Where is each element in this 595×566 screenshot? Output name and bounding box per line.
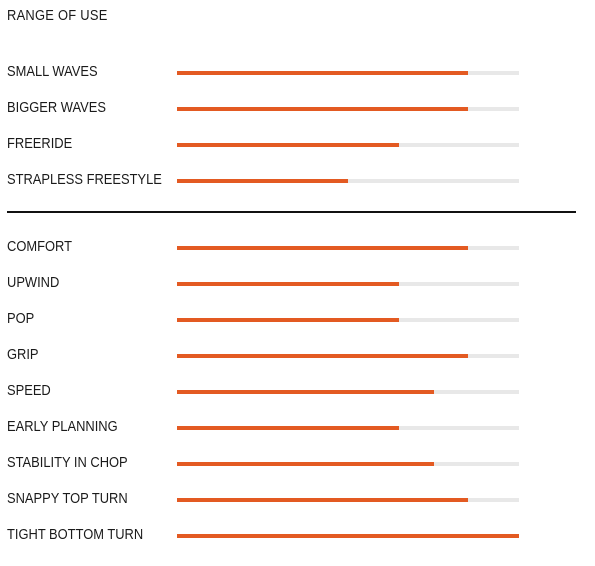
rating-row-early-planning: EARLY PLANNING <box>0 417 595 437</box>
rating-label: FREERIDE <box>7 135 73 152</box>
rating-label: STABILITY IN CHOP <box>7 454 128 471</box>
rating-label: SMALL WAVES <box>7 63 98 80</box>
rating-row-speed: SPEED <box>0 381 595 401</box>
rating-fill <box>177 354 468 358</box>
rating-fill <box>177 318 400 322</box>
rating-track <box>177 390 519 394</box>
rating-track <box>177 462 519 466</box>
rating-fill <box>177 462 434 466</box>
rating-label: UPWIND <box>7 274 60 291</box>
rating-label: POP <box>7 310 35 327</box>
rating-track <box>177 498 519 502</box>
rating-label: SPEED <box>7 382 51 399</box>
rating-fill <box>177 143 400 147</box>
rating-fill <box>177 107 468 111</box>
rating-fill <box>177 498 468 502</box>
rating-row-stability-in-chop: STABILITY IN CHOP <box>0 453 595 473</box>
rating-track <box>177 179 519 183</box>
rating-row-tight-bottom-turn: TIGHT BOTTOM TURN <box>0 525 595 545</box>
rating-track <box>177 282 519 286</box>
rating-track <box>177 354 519 358</box>
rating-label: EARLY PLANNING <box>7 418 118 435</box>
rating-fill <box>177 390 434 394</box>
rating-row-upwind: UPWIND <box>0 273 595 293</box>
rating-label: TIGHT BOTTOM TURN <box>7 526 144 543</box>
rating-row-pop: POP <box>0 309 595 329</box>
rating-track <box>177 318 519 322</box>
rating-track <box>177 246 519 250</box>
rating-label: GRIP <box>7 346 39 363</box>
rating-label: STRAPLESS FREESTYLE <box>7 171 162 188</box>
rating-row-strapless-freestyle: STRAPLESS FREESTYLE <box>0 170 595 190</box>
rating-row-small-waves: SMALL WAVES <box>0 62 595 82</box>
rating-fill <box>177 426 400 430</box>
rating-fill <box>177 246 468 250</box>
rating-label: COMFORT <box>7 238 72 255</box>
rating-fill <box>177 179 348 183</box>
section-divider <box>7 211 576 213</box>
rating-track <box>177 143 519 147</box>
rating-fill <box>177 282 400 286</box>
rating-track <box>177 71 519 75</box>
rating-row-grip: GRIP <box>0 345 595 365</box>
rating-label: SNAPPY TOP TURN <box>7 490 128 507</box>
rating-fill <box>177 71 468 75</box>
section-title: RANGE OF USE <box>7 7 108 24</box>
rating-track <box>177 426 519 430</box>
rating-track <box>177 107 519 111</box>
rating-row-bigger-waves: BIGGER WAVES <box>0 98 595 118</box>
rating-label: BIGGER WAVES <box>7 99 106 116</box>
rating-row-freeride: FREERIDE <box>0 134 595 154</box>
rating-fill <box>177 534 519 538</box>
rating-row-comfort: COMFORT <box>0 237 595 257</box>
rating-track <box>177 534 519 538</box>
rating-row-snappy-top-turn: SNAPPY TOP TURN <box>0 489 595 509</box>
